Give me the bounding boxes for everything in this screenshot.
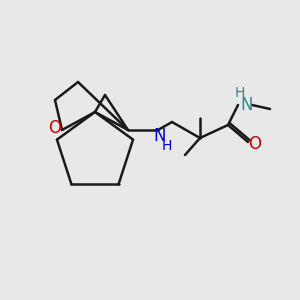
Text: H: H: [235, 86, 245, 100]
Text: N: N: [154, 127, 166, 145]
Text: O: O: [49, 119, 62, 137]
Text: H: H: [162, 139, 172, 153]
Text: O: O: [248, 135, 262, 153]
Text: N: N: [241, 96, 253, 114]
